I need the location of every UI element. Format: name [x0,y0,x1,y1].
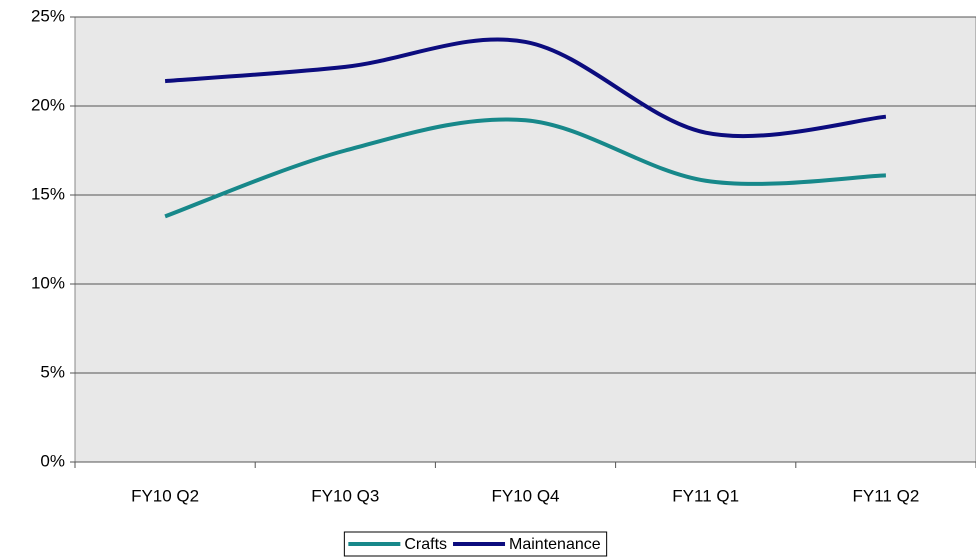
line [164,37,887,139]
plot-area [74,16,976,463]
x-tick-label: FY10 Q4 [491,486,559,505]
x-tick-label: FY10 Q2 [131,486,199,505]
y-tick-label: 5% [40,362,65,381]
y-tick-label: 25% [31,6,65,25]
legend-label: Maintenance [509,536,601,553]
x-tick-label: FY10 Q3 [311,486,379,505]
y-tick-label: 15% [31,184,65,203]
legend-label: Crafts [404,536,447,553]
line [164,117,886,219]
legend: Crafts Maintenance [343,531,608,557]
y-tick-label: 0% [40,451,65,470]
x-tick-label: FY11 Q1 [672,486,739,505]
y-tick-label: 20% [31,95,65,114]
x-tick-label: FY11 Q2 [853,486,920,505]
y-tick-label: 10% [31,273,65,292]
